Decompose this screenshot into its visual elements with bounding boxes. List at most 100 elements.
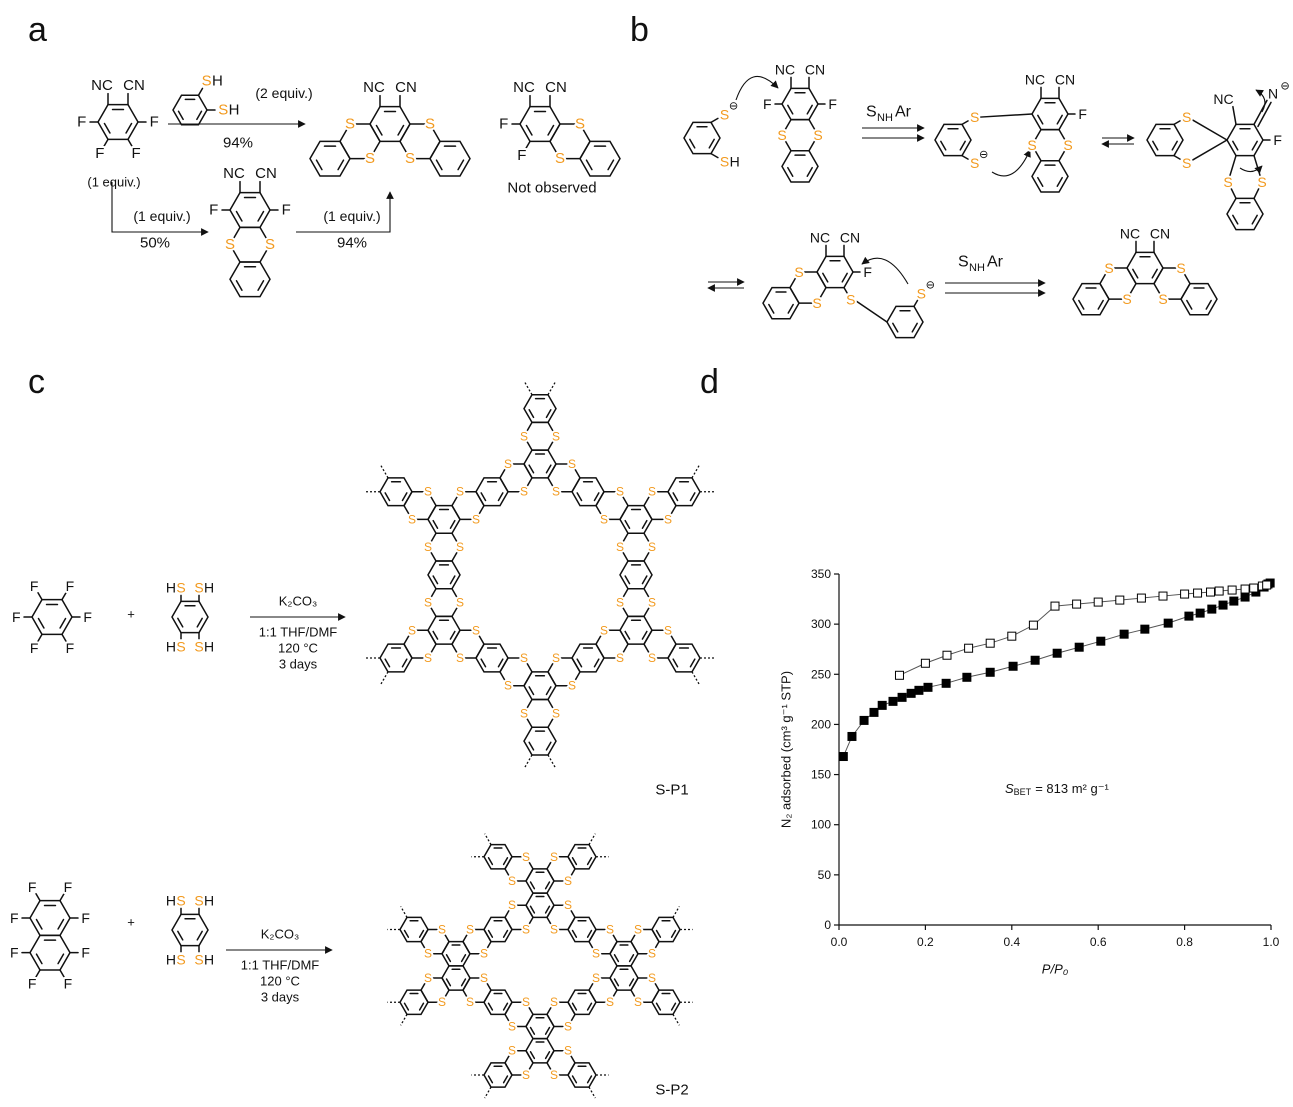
bond bbox=[573, 1003, 577, 1010]
data-point bbox=[921, 659, 929, 667]
bond bbox=[1057, 115, 1062, 124]
atom-label: S bbox=[522, 995, 530, 1009]
atom-label: S bbox=[648, 971, 656, 985]
bond bbox=[38, 618, 43, 627]
data-point bbox=[1228, 586, 1236, 594]
caption: 1:1 THF/DMF bbox=[259, 625, 338, 640]
annotation-part: S bbox=[1005, 781, 1014, 796]
bond bbox=[588, 1076, 592, 1083]
data-point bbox=[1181, 590, 1189, 598]
y-tick-label: 200 bbox=[811, 717, 831, 731]
bond bbox=[709, 139, 714, 148]
bond bbox=[1174, 156, 1180, 160]
bond bbox=[381, 672, 388, 684]
data-point bbox=[1250, 584, 1258, 592]
atom-label: F bbox=[10, 945, 19, 961]
atom-label: S bbox=[176, 893, 185, 909]
bond bbox=[690, 493, 694, 501]
atom-label: S bbox=[648, 485, 656, 499]
x-tick-label: 1.0 bbox=[1263, 935, 1280, 949]
bond bbox=[405, 1003, 409, 1010]
bond bbox=[577, 493, 581, 501]
atom-label: S bbox=[456, 651, 464, 665]
data-point bbox=[1053, 649, 1061, 657]
atom-label: S bbox=[1176, 260, 1185, 276]
atom-label: S bbox=[1104, 260, 1113, 276]
atom-label: S bbox=[970, 109, 979, 125]
bond bbox=[546, 1052, 550, 1059]
bond bbox=[608, 160, 613, 169]
atom-label: S bbox=[365, 150, 375, 167]
atom-label: F bbox=[1078, 106, 1087, 122]
atom-label: S bbox=[1122, 291, 1131, 307]
atom-label: S bbox=[466, 995, 474, 1009]
bond bbox=[960, 141, 965, 150]
bond bbox=[531, 1028, 535, 1035]
atom-label: F bbox=[83, 609, 92, 625]
atom-label: F bbox=[150, 114, 159, 131]
atom-label: S bbox=[970, 155, 979, 171]
bond bbox=[594, 493, 598, 501]
bond bbox=[525, 382, 532, 394]
atom-label: S bbox=[552, 485, 560, 499]
atom-label: H bbox=[730, 153, 740, 169]
atom-label: S bbox=[794, 264, 803, 280]
data-point bbox=[1208, 605, 1216, 613]
bond bbox=[485, 1087, 491, 1098]
caption: S bbox=[958, 254, 969, 271]
atom-label: S bbox=[194, 951, 203, 967]
atom-label: S bbox=[606, 922, 614, 936]
caption: 120 °C bbox=[260, 974, 300, 989]
atom-label: S bbox=[720, 107, 729, 123]
bond bbox=[615, 979, 619, 986]
atom-label: S bbox=[424, 596, 432, 610]
caption: Not observed bbox=[507, 180, 596, 197]
bond bbox=[38, 593, 42, 600]
atom-label: F bbox=[763, 96, 772, 112]
curved-arrow bbox=[992, 150, 1030, 176]
panel-label: a bbox=[28, 11, 47, 49]
atom-label: S bbox=[424, 651, 432, 665]
bond bbox=[1153, 141, 1158, 150]
atom-label: S bbox=[575, 116, 585, 133]
atom-label: S bbox=[1158, 291, 1167, 307]
bond bbox=[258, 211, 263, 220]
bond bbox=[1174, 121, 1180, 125]
bond bbox=[657, 931, 661, 938]
bond bbox=[692, 672, 699, 684]
data-point bbox=[1164, 619, 1172, 627]
atom-label: S bbox=[917, 286, 926, 302]
bond bbox=[546, 465, 550, 473]
atom-label: CN bbox=[840, 230, 860, 246]
bond bbox=[447, 955, 451, 962]
atom-label: NC bbox=[363, 79, 385, 96]
atom-label: S bbox=[812, 295, 821, 311]
atom-label: S bbox=[550, 850, 558, 864]
bond bbox=[36, 970, 40, 977]
caption: K₂CO₃ bbox=[279, 594, 318, 609]
atom-label: H bbox=[204, 951, 214, 967]
data-point bbox=[1207, 588, 1215, 596]
bond bbox=[893, 323, 898, 332]
bond bbox=[504, 1076, 508, 1083]
x-tick-label: 0.8 bbox=[1176, 935, 1193, 949]
atom-label: ⊖ bbox=[926, 280, 935, 292]
caption: 3 days bbox=[261, 990, 300, 1005]
bond bbox=[1233, 215, 1238, 224]
bond bbox=[376, 125, 381, 134]
bond bbox=[642, 631, 646, 639]
atom-label: F bbox=[77, 114, 86, 131]
bond bbox=[447, 979, 451, 986]
bond bbox=[1206, 301, 1211, 310]
bond bbox=[788, 168, 793, 177]
atom-label: S bbox=[456, 540, 464, 554]
data-point bbox=[1073, 600, 1081, 608]
y-tick-label: 350 bbox=[811, 567, 831, 581]
data-point bbox=[907, 689, 915, 697]
bond bbox=[433, 521, 437, 529]
bond bbox=[711, 118, 718, 122]
bond bbox=[398, 125, 403, 134]
bond bbox=[1098, 301, 1103, 310]
atom-label: H bbox=[204, 580, 214, 596]
atom-label: S bbox=[522, 850, 530, 864]
